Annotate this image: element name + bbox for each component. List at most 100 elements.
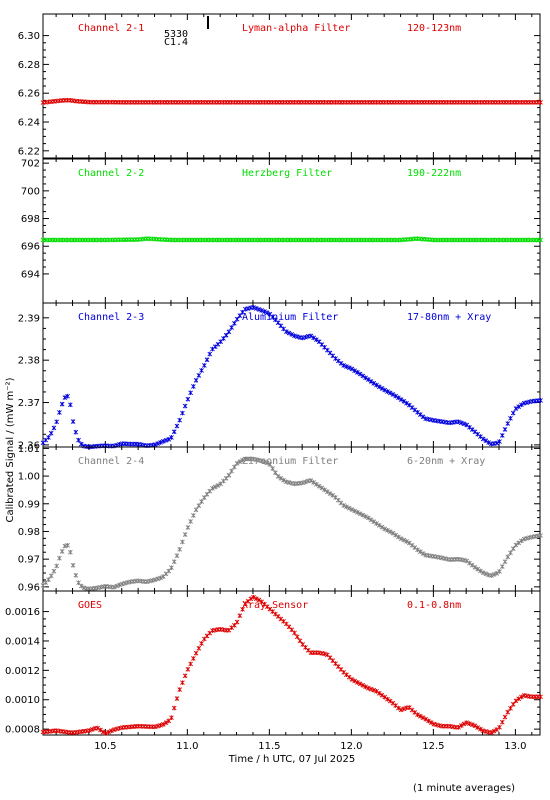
data-point [417, 713, 423, 719]
data-point [212, 484, 218, 490]
data-point [119, 581, 125, 587]
y-tick-label: 698 [21, 214, 40, 225]
data-point [494, 440, 500, 446]
data-point [163, 437, 169, 443]
data-point [344, 504, 349, 510]
data-point [245, 306, 251, 311]
data-point [480, 436, 486, 442]
data-point [524, 536, 530, 541]
data-point [207, 351, 213, 357]
channel-label: Channel 2-4 [78, 456, 144, 467]
data-point [185, 666, 191, 672]
data-point [420, 414, 426, 420]
data-point [396, 705, 401, 711]
data-point [366, 377, 371, 382]
data-point [510, 546, 516, 551]
data-point [346, 505, 352, 511]
panel-frame [42, 590, 541, 736]
data-point [283, 479, 289, 485]
data-point [229, 468, 234, 474]
data-point [538, 398, 543, 403]
data-point [240, 457, 245, 463]
panel-frame [42, 13, 541, 159]
data-point [180, 410, 185, 416]
data-point [499, 433, 505, 438]
data-point [387, 390, 393, 396]
y-tick-label: 700 [21, 186, 40, 197]
data-point [379, 524, 385, 530]
data-point [513, 406, 519, 411]
x-tick-label: 12.0 [340, 741, 362, 752]
y-tick-label: 0.0016 [5, 607, 40, 618]
data-point [379, 386, 385, 391]
data-point [303, 334, 308, 340]
data-point [467, 721, 472, 727]
data-point [278, 475, 284, 481]
data-point [204, 357, 210, 363]
data-point [516, 404, 521, 409]
channel-label: Channel 2-2 [78, 168, 144, 179]
data-point [456, 724, 461, 730]
data-point [251, 594, 256, 600]
data-point [398, 536, 404, 541]
data-point [393, 532, 398, 538]
data-point [426, 718, 431, 724]
data-point [169, 435, 174, 440]
data-point [502, 714, 508, 720]
data-point [289, 332, 295, 337]
data-point [355, 370, 360, 375]
data-point [78, 441, 84, 447]
data-point [70, 562, 76, 568]
data-point [259, 308, 265, 313]
data-point [57, 555, 62, 561]
data-point [469, 722, 475, 727]
filter-label: Xray Sensor [242, 600, 308, 611]
data-point [349, 677, 355, 682]
data-point [385, 696, 390, 702]
y-tick-label: 694 [21, 269, 40, 280]
data-point [95, 725, 100, 731]
data-point [390, 530, 396, 536]
y-tick-label: 696 [21, 242, 40, 253]
data-point [68, 549, 73, 555]
data-point [371, 380, 377, 386]
data-point [357, 681, 363, 687]
data-point [256, 307, 262, 312]
panel-frame [42, 446, 541, 592]
data-point [475, 566, 480, 572]
data-point [467, 560, 472, 566]
wavelength-label: 190-222nm [407, 168, 461, 179]
data-point [497, 569, 502, 574]
channel-label: Channel 2-1 [78, 23, 144, 34]
data-point [371, 687, 377, 693]
data-point [114, 583, 120, 589]
y-tick-label: 1.01 [18, 444, 40, 455]
data-point [366, 515, 371, 521]
data-point [158, 440, 163, 445]
data-point [297, 638, 303, 644]
channel-label: Channel 2-3 [78, 312, 144, 323]
data-point [223, 332, 229, 338]
data-point [483, 729, 489, 734]
event-marker-number: 5330 [164, 29, 188, 40]
data-point [502, 559, 508, 565]
data-point [300, 335, 306, 341]
data-point [253, 596, 259, 601]
data-point [516, 696, 521, 702]
y-axis-label: Calibrated Signal / (mW m⁻²) [5, 377, 16, 522]
y-tick-label: 6.22 [18, 146, 40, 157]
data-point [314, 337, 319, 342]
data-point [237, 313, 243, 319]
data-point [322, 651, 327, 657]
data-point [368, 379, 374, 384]
data-point [472, 723, 478, 729]
data-point [188, 390, 193, 396]
data-point [180, 680, 185, 686]
y-tick-label: 0.97 [18, 555, 40, 566]
data-point [171, 559, 177, 564]
wavelength-label: 0.1-0.8nm [407, 600, 461, 611]
data-point [185, 525, 191, 530]
data-point [311, 335, 316, 341]
data-point [54, 419, 59, 425]
data-point [316, 483, 322, 489]
